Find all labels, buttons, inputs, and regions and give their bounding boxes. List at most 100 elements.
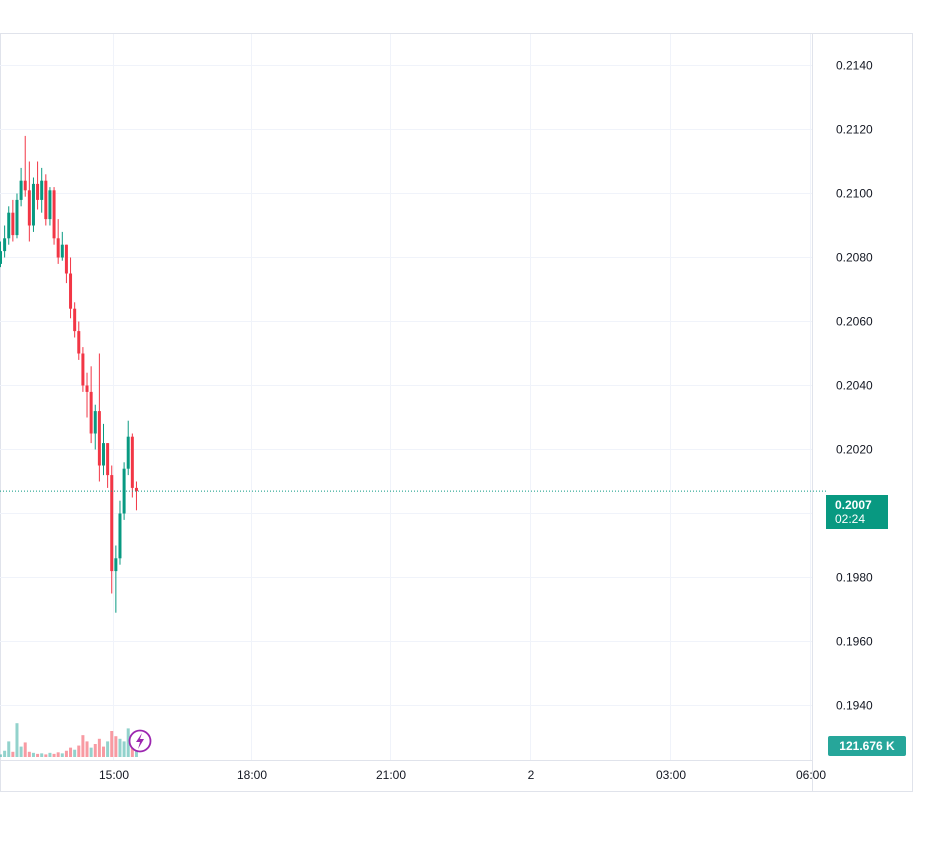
- candle-body: [73, 308, 77, 332]
- candle-body: [122, 468, 126, 514]
- candle-body: [23, 180, 27, 191]
- candle-body: [44, 180, 48, 220]
- volume-bar: [93, 744, 97, 757]
- price-tick-label: 0.1980: [836, 571, 873, 585]
- last-price-badge: 0.2007 02:24: [826, 495, 888, 529]
- candle-body: [97, 411, 101, 466]
- candle: [3, 225, 7, 258]
- price-tick-label: 0.2040: [836, 379, 873, 393]
- volume-bar: [48, 752, 52, 757]
- candle-body: [102, 443, 105, 466]
- volume-bar: [114, 736, 118, 757]
- time-axis: 15:00 18:00 21:00 2 03:00 06:00: [99, 768, 826, 782]
- overlay: [0, 490, 826, 753]
- volume-bar: [110, 731, 114, 757]
- volume-bar: [44, 754, 48, 757]
- volume-bar: [0, 754, 2, 757]
- volume-bar: [11, 751, 15, 757]
- candle: [7, 206, 11, 245]
- time-tick-label: 06:00: [796, 768, 826, 782]
- volume-bar: [130, 745, 134, 757]
- volume-bar: [52, 753, 56, 757]
- volume-bar: [73, 749, 77, 757]
- candle: [81, 347, 85, 392]
- chart-grid: [0, 33, 913, 792]
- candle-body: [27, 190, 31, 226]
- candle: [56, 219, 60, 264]
- candle: [93, 404, 97, 450]
- candle-body: [31, 183, 35, 226]
- candle-body: [3, 238, 7, 252]
- candle: [11, 199, 15, 242]
- volume-badge: 121.676 K: [828, 736, 906, 756]
- candle: [27, 161, 31, 242]
- candle: [77, 321, 81, 360]
- volume-bar: [64, 750, 68, 757]
- price-tick-label: 0.2060: [836, 315, 873, 329]
- price-axis: 0.2140 0.2120 0.2100 0.2080 0.2060 0.2040 0.20…: [836, 59, 873, 713]
- price-tick-label: 0.2020: [836, 443, 873, 457]
- candle: [48, 187, 52, 226]
- volume-bar: [31, 752, 35, 757]
- candle: [85, 372, 89, 418]
- time-tick-label: 2: [528, 768, 535, 782]
- candle-body: [15, 199, 19, 236]
- candle-body: [81, 353, 85, 386]
- volume-bar: [19, 746, 23, 757]
- candle: [36, 161, 40, 210]
- candle: [130, 433, 134, 498]
- price-tick-label: 0.2140: [836, 59, 873, 73]
- candle: [106, 443, 110, 488]
- candle: [110, 465, 114, 594]
- volume-bar: [89, 747, 93, 757]
- chart-border: [0, 33, 913, 792]
- volume-bar: [85, 741, 89, 757]
- candle-body: [134, 487, 138, 492]
- candle: [64, 244, 68, 284]
- volume-bar: [134, 749, 138, 757]
- candle: [23, 135, 27, 197]
- volume-bar: [81, 735, 85, 757]
- candle-body: [85, 385, 89, 392]
- candle-body: [126, 436, 130, 469]
- price-tick-label: 0.2100: [836, 187, 873, 201]
- price-tick-label: 0.2080: [836, 251, 873, 265]
- candle-body: [77, 331, 81, 354]
- candle: [52, 187, 56, 245]
- candle: [122, 462, 126, 520]
- candle-body: [106, 443, 110, 476]
- candle: [31, 177, 35, 232]
- volume-bar: [7, 741, 11, 757]
- candle-body: [56, 238, 60, 258]
- volume-bar: [118, 738, 122, 757]
- candle: [0, 241, 2, 268]
- candle-body: [130, 436, 134, 488]
- last-price-value: 0.2007: [835, 498, 872, 512]
- volume-bar: [77, 745, 81, 757]
- candle: [69, 257, 73, 319]
- volume-bars: [0, 723, 138, 757]
- candle-body: [0, 251, 2, 264]
- candle: [89, 366, 93, 444]
- volume-bar: [126, 728, 130, 757]
- candle-body: [52, 190, 56, 239]
- price-tick-label: 0.1960: [836, 635, 873, 649]
- volume-bar: [3, 750, 7, 757]
- candle: [114, 545, 118, 613]
- lightning-icon[interactable]: [128, 729, 152, 753]
- volume-bar: [69, 747, 73, 757]
- candle-body: [110, 475, 114, 572]
- candle-body: [60, 244, 64, 258]
- volume-bar: [60, 753, 64, 757]
- candle-body: [93, 411, 97, 434]
- volume-bar: [15, 723, 19, 757]
- price-tick-label: 0.1940: [836, 699, 873, 713]
- time-tick-label: 21:00: [376, 768, 406, 782]
- candle: [19, 167, 23, 207]
- bar-countdown: 02:24: [835, 512, 866, 526]
- candle: [126, 420, 130, 476]
- candle-body: [89, 391, 93, 434]
- volume-bar: [56, 752, 60, 757]
